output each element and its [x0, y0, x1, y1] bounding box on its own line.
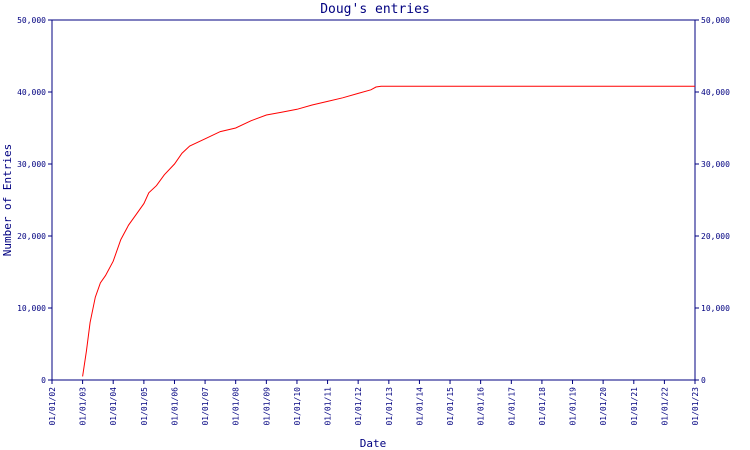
series-line	[82, 85, 695, 377]
x-tick-label: 01/01/09	[262, 387, 271, 426]
y-axis-title: Number of Entries	[1, 144, 14, 257]
y-tick-label-left: 40,000	[17, 88, 46, 97]
x-tick-label: 01/01/17	[507, 387, 516, 426]
x-tick-label: 01/01/13	[385, 387, 394, 426]
x-axis: 01/01/02 01/01/03 01/01/04 01/01/05 01/01/06…	[48, 380, 700, 426]
y-tick-label-right: 30,000	[701, 160, 730, 169]
y-tick-label-left: 20,000	[17, 232, 46, 241]
x-tick-label: 01/01/21	[630, 387, 639, 426]
x-tick-label: 01/01/06	[170, 387, 179, 426]
x-tick-label: 01/01/12	[354, 387, 363, 426]
x-axis-title: Date	[360, 437, 387, 450]
x-tick-label: 01/01/14	[415, 387, 424, 426]
y-tick-label-left: 50,000	[17, 16, 46, 25]
x-tick-label: 01/01/19	[569, 387, 578, 426]
x-tick-label: 01/01/15	[446, 387, 455, 426]
x-tick-label: 01/01/02	[48, 387, 57, 426]
x-tick-label: 01/01/11	[324, 387, 333, 426]
x-tick-label: 01/01/07	[201, 387, 210, 426]
x-tick-label: 01/01/05	[140, 387, 149, 426]
y-tick-label-right: 10,000	[701, 304, 730, 313]
y-tick-label-right: 0	[701, 376, 706, 385]
y-tick-label-left: 30,000	[17, 160, 46, 169]
x-tick-label: 01/01/22	[660, 387, 669, 426]
x-tick-label: 01/01/16	[477, 387, 486, 426]
x-tick-label: 01/01/18	[538, 387, 547, 426]
x-tick-label: 01/01/08	[232, 387, 241, 426]
y-axis-left: 0 10,000 20,000 30,000 40,000 50,000	[17, 16, 52, 385]
x-tick-label: 01/01/03	[79, 387, 88, 426]
plot-frame	[51, 19, 696, 381]
x-tick-label: 01/01/04	[109, 387, 118, 426]
y-tick-label-right: 40,000	[701, 88, 730, 97]
x-tick-label: 01/01/23	[691, 387, 700, 426]
y-axis-right: 0 10,000 20,000 30,000 40,000 50,000	[695, 16, 730, 385]
x-tick-label: 01/01/10	[293, 387, 302, 426]
y-tick-label-right: 50,000	[701, 16, 730, 25]
y-tick-label-left: 10,000	[17, 304, 46, 313]
chart-title: Doug's entries	[320, 2, 430, 17]
y-tick-label-left: 0	[41, 376, 46, 385]
x-tick-label: 01/01/20	[599, 387, 608, 426]
y-tick-label-right: 20,000	[701, 232, 730, 241]
